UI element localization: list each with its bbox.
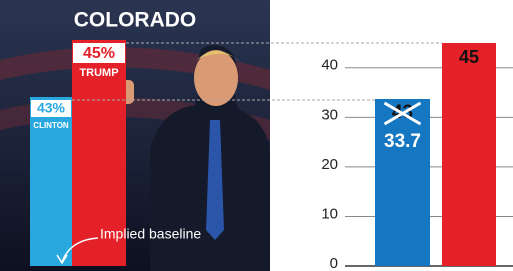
poster-trump-name: TRUMP xyxy=(79,67,118,79)
y-tick-label: 0 xyxy=(330,255,338,271)
page: COLORADO 45% TRUMP 43% CLINTON Implied b… xyxy=(0,0,513,271)
figure-face xyxy=(194,50,238,106)
y-tick-label: 10 xyxy=(321,205,338,222)
poster-title: COLORADO xyxy=(74,9,197,32)
value-label: 33.7 xyxy=(384,131,421,152)
y-tick-label: 20 xyxy=(321,156,338,173)
y-tick-label: 30 xyxy=(321,106,338,123)
poster-trump-pct: 45% xyxy=(83,45,115,62)
poster-clinton-pct: 43% xyxy=(37,100,66,116)
y-tick-label: 40 xyxy=(321,57,338,74)
poster-clinton-name: CLINTON xyxy=(33,121,69,130)
bar xyxy=(442,43,496,266)
value-label: 45 xyxy=(459,47,479,67)
bar xyxy=(375,99,430,266)
chart: COLORADO 45% TRUMP 43% CLINTON Implied b… xyxy=(0,0,513,271)
poster-note: Implied baseline xyxy=(100,226,201,242)
